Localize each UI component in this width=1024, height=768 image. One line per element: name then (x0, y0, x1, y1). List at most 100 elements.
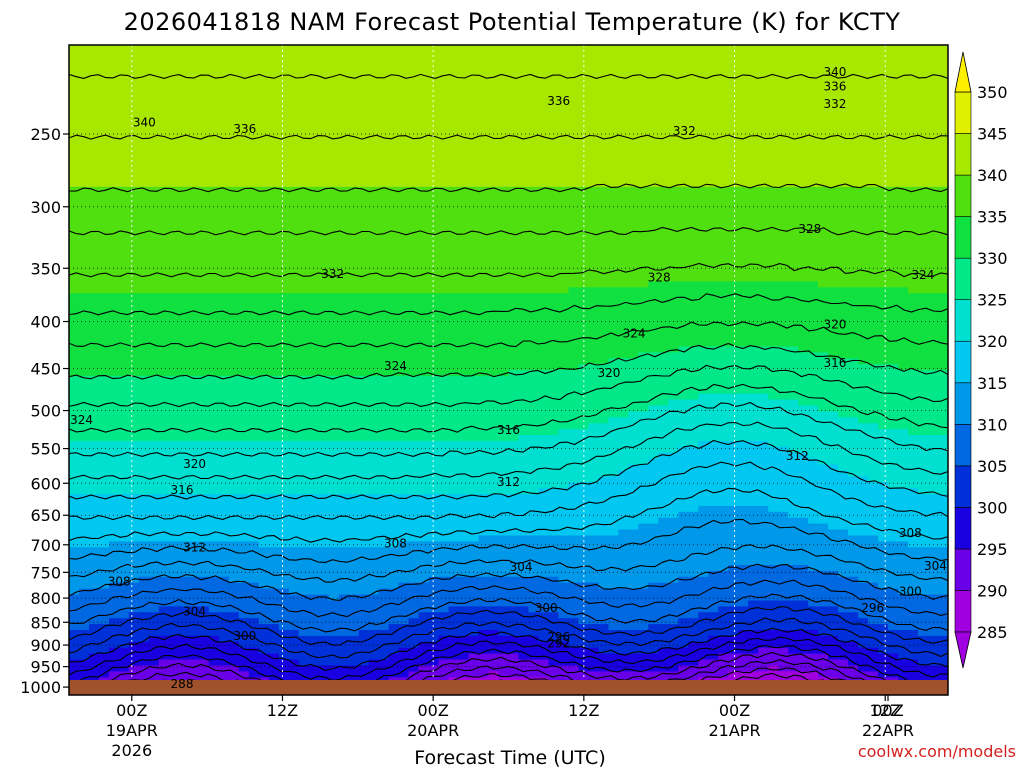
color-cell (368, 570, 380, 578)
color-cell (508, 458, 520, 466)
color-cell (408, 630, 420, 637)
color-cell (158, 45, 170, 52)
color-cell (278, 299, 290, 306)
color-cell (478, 399, 490, 406)
color-cell (138, 370, 150, 377)
color-cell (218, 163, 230, 170)
color-cell (238, 334, 250, 341)
color-cell (79, 500, 90, 507)
color-cell (109, 287, 120, 294)
color-cell (188, 80, 200, 87)
color-cell (109, 381, 120, 389)
color-cell (388, 56, 400, 64)
color-cell (438, 180, 450, 188)
color-cell (128, 594, 140, 601)
color-cell (388, 346, 400, 353)
color-cell (378, 110, 390, 117)
color-cell (378, 423, 390, 430)
color-cell (438, 399, 450, 406)
color-cell (148, 74, 160, 81)
color-cell (328, 127, 340, 135)
color-cell (308, 458, 320, 466)
color-cell (398, 482, 410, 489)
color-cell (308, 665, 320, 672)
color-cell (178, 346, 190, 353)
color-cell (448, 624, 460, 631)
color-cell (338, 222, 350, 229)
color-cell (408, 559, 420, 566)
color-cell (378, 600, 390, 607)
color-cell (388, 399, 400, 406)
color-cell (138, 529, 150, 536)
color-cell (398, 517, 410, 525)
color-cell (99, 381, 110, 389)
color-cell (318, 45, 330, 52)
color-cell (198, 251, 210, 259)
color-cell (118, 375, 130, 383)
color-cell (308, 553, 320, 560)
color-cell (488, 600, 500, 607)
color-cell (478, 245, 490, 253)
color-cell (318, 293, 330, 300)
color-cell (328, 169, 340, 176)
color-cell (518, 50, 530, 58)
color-cell (458, 287, 470, 294)
color-cell (79, 269, 90, 276)
color-cell (318, 488, 330, 495)
color-cell (258, 541, 270, 548)
color-cell (138, 665, 150, 672)
color-cell (198, 364, 210, 371)
color-cell (408, 263, 420, 271)
color-cell (478, 222, 490, 229)
color-cell (218, 263, 230, 271)
color-cell (238, 104, 250, 111)
color-cell (218, 299, 230, 306)
color-cell (99, 635, 110, 643)
color-cell (188, 334, 200, 341)
color-cell (268, 570, 280, 578)
color-cell (498, 671, 510, 678)
color-cell (258, 316, 270, 324)
color-cell (468, 322, 480, 330)
color-cell (488, 364, 500, 371)
color-cell (198, 370, 210, 377)
color-cell (388, 169, 400, 176)
color-cell (468, 180, 480, 188)
color-cell (278, 429, 290, 436)
color-cell (348, 470, 360, 477)
color-cell (518, 186, 530, 194)
color-cell (118, 511, 130, 519)
color-cell (228, 399, 240, 406)
color-cell (428, 92, 440, 99)
color-cell (288, 251, 300, 259)
color-cell (518, 216, 530, 223)
color-cell (418, 565, 430, 572)
color-cell (128, 423, 140, 430)
color-cell (498, 452, 510, 460)
color-cell (79, 647, 90, 655)
color-cell (508, 500, 520, 507)
color-cell (448, 523, 460, 531)
color-cell (488, 346, 500, 353)
color-cell (188, 370, 200, 377)
color-cell (438, 251, 450, 259)
color-cell (69, 488, 80, 495)
color-cell (248, 275, 260, 282)
color-cell (228, 511, 240, 519)
color-cell (278, 612, 290, 619)
color-cell (288, 240, 300, 247)
color-cell (288, 293, 300, 300)
color-cell (388, 375, 400, 383)
color-cell (168, 74, 180, 81)
color-cell (478, 612, 490, 619)
color-cell (498, 299, 510, 306)
color-cell (208, 287, 220, 294)
color-cell (358, 594, 370, 601)
color-cell (188, 110, 200, 117)
color-cell (428, 665, 440, 672)
color-cell (368, 104, 380, 111)
color-cell (428, 263, 440, 271)
color-cell (158, 121, 170, 129)
color-cell (69, 263, 80, 271)
color-cell (138, 612, 150, 619)
